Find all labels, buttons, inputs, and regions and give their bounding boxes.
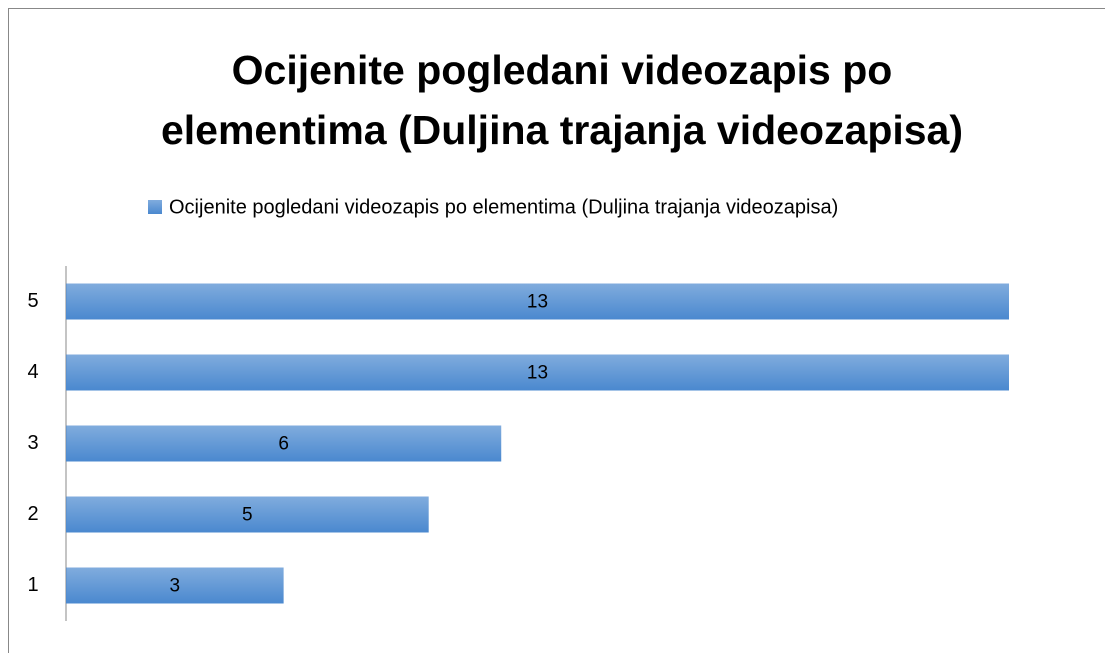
y-tick-label: 5 [27, 290, 38, 312]
data-label: 13 [527, 292, 548, 313]
legend-label: Ocijenite pogledani videozapis po elemen… [169, 196, 838, 218]
chart-title: Ocijenite pogledani videozapis po elemen… [160, 47, 964, 153]
data-label: 6 [278, 434, 289, 455]
bar [66, 496, 429, 533]
bar [66, 283, 1009, 320]
data-label: 5 [242, 505, 253, 526]
y-tick-label: 2 [27, 503, 38, 525]
bar [66, 354, 1009, 391]
bar [66, 567, 284, 604]
y-tick-label: 1 [27, 574, 38, 596]
chart-frame [8, 8, 1105, 653]
y-tick-label: 4 [27, 361, 38, 383]
y-tick-label: 3 [27, 432, 38, 454]
data-label: 13 [527, 363, 548, 384]
data-label: 3 [170, 576, 181, 597]
legend-swatch [148, 200, 162, 214]
bar [66, 425, 502, 462]
